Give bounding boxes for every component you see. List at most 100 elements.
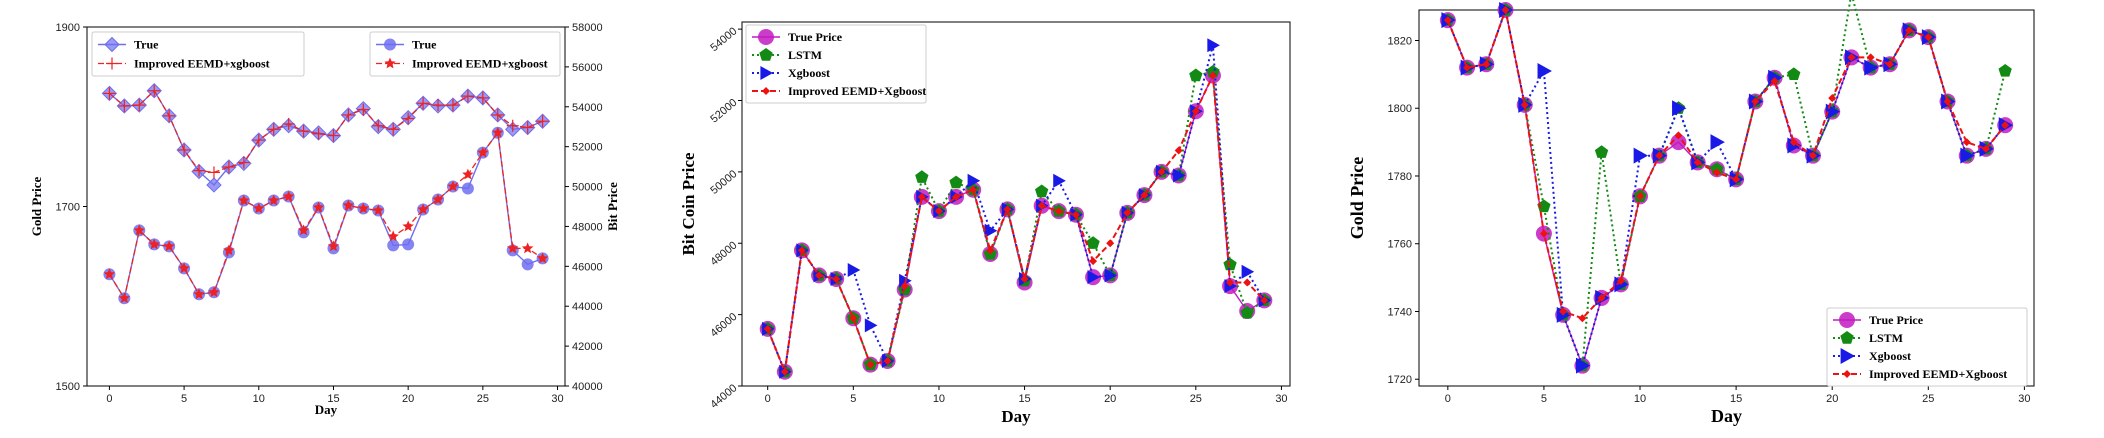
data-point <box>917 192 926 201</box>
legend-marker <box>758 29 774 45</box>
x-tick-label: 15 <box>1018 393 1030 405</box>
data-point <box>763 324 772 333</box>
data-point <box>1537 62 1552 79</box>
data-point <box>253 202 265 214</box>
y-tick-label: 52000 <box>708 97 739 126</box>
data-point <box>268 194 280 206</box>
legend-marker <box>1843 370 1851 378</box>
data-point <box>1672 100 1687 117</box>
data-point <box>1789 138 1798 147</box>
plot-frame <box>1418 9 2035 387</box>
data-point <box>1998 64 2012 77</box>
series-pred-main <box>763 71 1269 376</box>
data-point <box>1260 296 1269 305</box>
y-right-tick-label: 40000 <box>572 381 603 393</box>
legend-marker <box>384 38 396 51</box>
y-tick-label: 48000 <box>708 239 739 268</box>
series-line <box>1446 0 2007 367</box>
data-point <box>1712 168 1721 177</box>
data-point <box>237 156 250 169</box>
data-point <box>934 207 943 216</box>
data-point <box>357 202 370 214</box>
data-point <box>1086 236 1100 249</box>
data-point <box>163 240 175 252</box>
data-point <box>1191 107 1200 116</box>
data-point <box>780 367 789 376</box>
data-point <box>1866 53 1875 62</box>
data-point <box>461 90 474 103</box>
data-point <box>1787 67 1801 80</box>
x-tick-label: 25 <box>1922 393 1934 405</box>
x-tick-label: 5 <box>850 393 856 405</box>
data-point <box>446 99 459 112</box>
data-point <box>2001 121 2010 130</box>
legend-marker <box>759 48 773 61</box>
data-point <box>506 119 519 132</box>
x-tick-label: 20 <box>1104 393 1116 405</box>
data-point <box>1482 60 1491 69</box>
legend-label: Improved EEMD+xgboost <box>134 57 270 71</box>
x-tick-label: 15 <box>327 393 339 405</box>
data-point <box>967 173 981 188</box>
data-point <box>372 119 385 132</box>
y-tick-label: 1500 <box>56 381 80 393</box>
data-point <box>1104 268 1118 283</box>
legend-label: True Price <box>788 30 843 44</box>
data-point <box>1173 168 1186 183</box>
data-point <box>1924 33 1933 42</box>
y-tick-label: 50000 <box>708 168 739 197</box>
data-point <box>222 161 235 174</box>
x-tick-label: 5 <box>181 393 187 405</box>
data-point <box>1732 175 1741 184</box>
y-right-tick-label: 58000 <box>572 22 603 34</box>
data-point <box>297 224 310 236</box>
data-point <box>1463 63 1472 72</box>
y-right-tick-label: 50000 <box>572 182 603 194</box>
series-line <box>108 131 543 300</box>
data-point <box>1674 131 1683 140</box>
legend-marker <box>762 87 770 95</box>
data-point <box>1241 264 1255 279</box>
y-tick-label: 1760 <box>1388 239 1412 251</box>
data-point <box>1240 305 1254 319</box>
x-tick-label: 5 <box>1541 393 1547 405</box>
data-point <box>1537 199 1551 213</box>
data-point <box>1443 16 1452 25</box>
data-point <box>432 99 445 112</box>
data-point <box>1071 210 1080 219</box>
series-line <box>767 72 1265 375</box>
data-point <box>133 99 146 112</box>
data-point <box>1174 146 1183 155</box>
legend-label: True <box>412 38 437 52</box>
data-point <box>536 252 549 264</box>
series-line <box>108 89 543 187</box>
y-tick-label: 1780 <box>1388 171 1412 183</box>
y-tick-label: 54000 <box>708 25 739 54</box>
legend-marker <box>1839 312 1855 328</box>
x-tick-label: 20 <box>1826 393 1838 405</box>
data-point <box>866 360 875 369</box>
data-point <box>1223 257 1237 271</box>
data-point <box>1616 276 1625 285</box>
data-point <box>402 238 415 251</box>
data-point <box>1020 274 1029 283</box>
data-point <box>148 238 160 250</box>
x-tick-label: 0 <box>765 393 771 405</box>
x-tick-label: 30 <box>1275 393 1287 405</box>
legend-label: LSTM <box>1869 331 1903 345</box>
legend: True Price LSTM Xgboost Improved EEMD+Xgboo… <box>745 24 927 104</box>
data-point <box>252 134 265 147</box>
plot-frame <box>741 21 1291 387</box>
data-point <box>297 125 310 138</box>
data-point <box>1123 208 1132 217</box>
y-axis-label: Gold Price <box>29 176 44 236</box>
data-point <box>208 286 220 298</box>
data-point <box>847 263 861 278</box>
y-tick-label: 1800 <box>1388 103 1412 115</box>
y-right-tick-label: 56000 <box>572 62 603 74</box>
legend-label: Improved EEMD+Xgboost <box>1869 367 2007 381</box>
x-axis-label: Day <box>1001 407 1031 426</box>
x-tick-label: 25 <box>1190 393 1202 405</box>
y-right-tick-label: 48000 <box>572 221 603 233</box>
